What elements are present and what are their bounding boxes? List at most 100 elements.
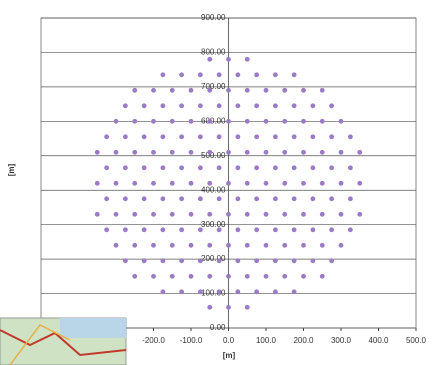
point [310, 258, 315, 263]
point [264, 88, 269, 93]
point [217, 289, 222, 294]
point [226, 305, 231, 310]
point [245, 274, 250, 279]
y-tick-label: 0.00 [210, 323, 226, 332]
point [189, 181, 194, 186]
point [273, 134, 278, 139]
point [273, 227, 278, 232]
point [245, 57, 250, 62]
point [282, 212, 287, 217]
x-tick-label: 100.0 [256, 336, 277, 345]
point [123, 103, 128, 108]
point [151, 88, 156, 93]
y-tick-label: 400.00 [201, 185, 226, 194]
point [226, 57, 231, 62]
point [254, 103, 259, 108]
point [226, 274, 231, 279]
point [226, 181, 231, 186]
point [114, 181, 119, 186]
point [151, 243, 156, 248]
point [310, 134, 315, 139]
point [357, 181, 362, 186]
point [217, 258, 222, 263]
point [254, 72, 259, 77]
x-tick-label: -200.0 [142, 336, 165, 345]
point [160, 196, 165, 201]
point [282, 181, 287, 186]
point [123, 227, 128, 232]
point [132, 274, 137, 279]
point [160, 72, 165, 77]
point [207, 305, 212, 310]
point [310, 165, 315, 170]
point [292, 72, 297, 77]
point [95, 181, 100, 186]
point [123, 165, 128, 170]
point [142, 103, 147, 108]
point [320, 119, 325, 124]
point [245, 150, 250, 155]
point [235, 72, 240, 77]
point [207, 150, 212, 155]
point [198, 258, 203, 263]
y-tick-label: 800.00 [201, 48, 226, 57]
point [142, 258, 147, 263]
y-axis-title: [m] [7, 163, 16, 176]
point [104, 227, 109, 232]
y-tick-label: 500.00 [201, 151, 226, 160]
point [339, 150, 344, 155]
point [151, 119, 156, 124]
point [114, 119, 119, 124]
point [179, 103, 184, 108]
x-tick-label: 200.0 [293, 336, 314, 345]
point [207, 57, 212, 62]
point [235, 134, 240, 139]
point [320, 88, 325, 93]
point [104, 196, 109, 201]
point [95, 150, 100, 155]
point [282, 274, 287, 279]
point [151, 150, 156, 155]
x-tick-label: 400.0 [368, 336, 389, 345]
point [160, 165, 165, 170]
point [217, 227, 222, 232]
point [132, 150, 137, 155]
y-tick-label: 900.00 [201, 13, 226, 22]
point [310, 196, 315, 201]
point [198, 289, 203, 294]
point [357, 150, 362, 155]
point [320, 212, 325, 217]
point [292, 258, 297, 263]
point [282, 150, 287, 155]
point [179, 134, 184, 139]
point [292, 289, 297, 294]
point [142, 134, 147, 139]
point [132, 212, 137, 217]
point [170, 181, 175, 186]
point [170, 212, 175, 217]
point [245, 181, 250, 186]
point [235, 196, 240, 201]
point [301, 243, 306, 248]
point [235, 258, 240, 263]
point [179, 196, 184, 201]
point [104, 134, 109, 139]
point [292, 227, 297, 232]
point [264, 119, 269, 124]
x-tick-label: 300.0 [331, 336, 352, 345]
point [282, 88, 287, 93]
point [226, 243, 231, 248]
point [189, 119, 194, 124]
point [292, 196, 297, 201]
point [264, 212, 269, 217]
point [160, 258, 165, 263]
point [282, 119, 287, 124]
y-tick-label: 700.00 [201, 82, 226, 91]
point [132, 88, 137, 93]
point [254, 258, 259, 263]
point [104, 165, 109, 170]
point [273, 165, 278, 170]
point [217, 103, 222, 108]
point [160, 134, 165, 139]
point [329, 227, 334, 232]
